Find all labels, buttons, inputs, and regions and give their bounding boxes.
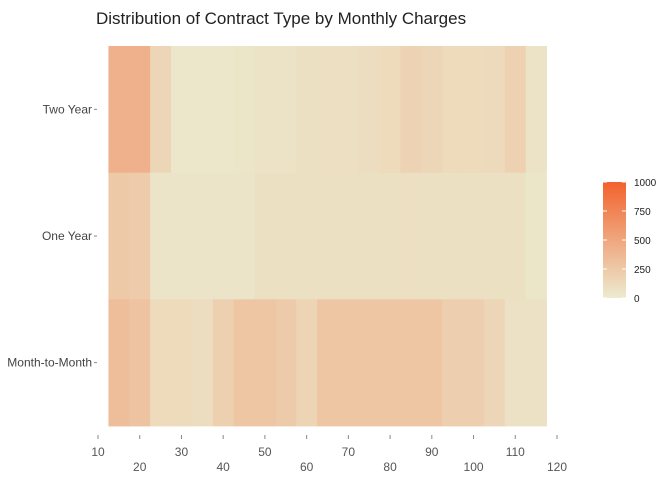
x-tick-label: 20 [133, 460, 147, 474]
heatmap-cell [379, 172, 401, 300]
x-tick-label: 120 [547, 460, 567, 474]
heatmap-cell [275, 46, 297, 174]
heatmap-cell [317, 299, 339, 427]
color-legend: 0 250 500 750 1000 [603, 178, 657, 305]
heatmap-cell [129, 299, 151, 427]
legend-color-bar [603, 182, 626, 298]
heatmap-cell [171, 172, 193, 300]
heatmap-cell [150, 46, 172, 174]
heatmap-cell [504, 172, 527, 300]
heatmap-cell [317, 46, 339, 174]
heatmap-cell [275, 172, 297, 300]
heatmap-cell [379, 46, 401, 174]
heatmap-cell [483, 172, 506, 300]
heatmap-cell [191, 46, 214, 174]
heatmap-cell [296, 172, 318, 300]
legend-tick-label: 0 [634, 294, 640, 305]
heatmap-cell [337, 46, 360, 174]
heatmap-cell [463, 46, 485, 174]
x-tick-label: 50 [258, 445, 272, 459]
x-tick-label: 100 [464, 460, 484, 474]
heatmap-cell [421, 46, 443, 174]
heatmap-cell [275, 299, 297, 427]
heatmap-cell [400, 299, 422, 427]
heatmap-cell [191, 299, 214, 427]
heatmap-cell [358, 299, 381, 427]
heatmap-cell [212, 299, 235, 427]
heatmap-cell [129, 46, 151, 174]
heatmap-cell [421, 299, 443, 427]
x-tick-label: 10 [91, 445, 105, 459]
heatmap-cell [442, 299, 464, 427]
heatmap-cell [400, 172, 422, 300]
heatmap-cell [483, 299, 506, 427]
legend-tick-label: 1000 [634, 178, 657, 189]
legend-tick-label: 250 [634, 265, 651, 276]
heatmap-cell [191, 172, 214, 300]
heatmap-cell [463, 299, 485, 427]
heatmap-cell [504, 46, 527, 174]
heatmap-cell [254, 172, 276, 300]
heatmap-cell [233, 172, 255, 300]
heatmap-cell [400, 46, 422, 174]
x-tick-label: 30 [175, 445, 189, 459]
heatmap-cell [337, 172, 360, 300]
heatmap-cell [233, 299, 255, 427]
heatmap-cell [129, 172, 151, 300]
heatmap-cell [525, 172, 547, 300]
heatmap-cell [504, 299, 527, 427]
heatmap-cell [108, 172, 130, 300]
heatmap-cell [150, 172, 172, 300]
heatmap-cell [212, 172, 235, 300]
x-tick-label: 80 [383, 460, 397, 474]
heatmap-cell [212, 46, 235, 174]
x-tick-label: 70 [342, 445, 356, 459]
x-tick-label: 40 [217, 460, 231, 474]
x-tick-label: 90 [425, 445, 439, 459]
heatmap-cell [463, 172, 485, 300]
x-tick-label: 60 [300, 460, 314, 474]
y-tick-label: Month-to-Month [7, 356, 92, 370]
legend-tick-label: 500 [634, 236, 651, 247]
legend-ticks: 0 250 500 750 1000 [603, 178, 657, 305]
heatmap-cell [254, 46, 276, 174]
heatmap-cells [108, 46, 547, 427]
heatmap-cell [171, 299, 193, 427]
heatmap-cell [525, 299, 547, 427]
heatmap-cell [296, 299, 318, 427]
heatmap-cell [254, 299, 276, 427]
heatmap-cell [442, 172, 464, 300]
heatmap-cell [358, 172, 381, 300]
y-axis: Two Year One Year Month-to-Month [7, 102, 97, 370]
chart-title: Distribution of Contract Type by Monthly… [96, 9, 466, 28]
heatmap-cell [525, 46, 547, 174]
heatmap-cell [171, 46, 193, 174]
heatmap-cell [421, 172, 443, 300]
heatmap-cell [150, 299, 172, 427]
legend-tick-label: 750 [634, 207, 651, 218]
heatmap-cell [483, 46, 506, 174]
heatmap-cell [442, 46, 464, 174]
heatmap-cell [108, 299, 130, 427]
heatmap-cell [337, 299, 360, 427]
heatmap-cell [108, 46, 130, 174]
heatmap-cell [379, 299, 401, 427]
heatmap-cell [296, 46, 318, 174]
x-axis: 10 20 30 40 50 60 70 80 90 100 110 120 [91, 435, 567, 474]
x-tick-label: 110 [506, 445, 525, 459]
y-tick-label: Two Year [43, 102, 92, 116]
y-tick-label: One Year [42, 229, 92, 243]
heatmap-cell [358, 46, 381, 174]
heatmap-cell [317, 172, 339, 300]
heatmap-cell [233, 46, 255, 174]
